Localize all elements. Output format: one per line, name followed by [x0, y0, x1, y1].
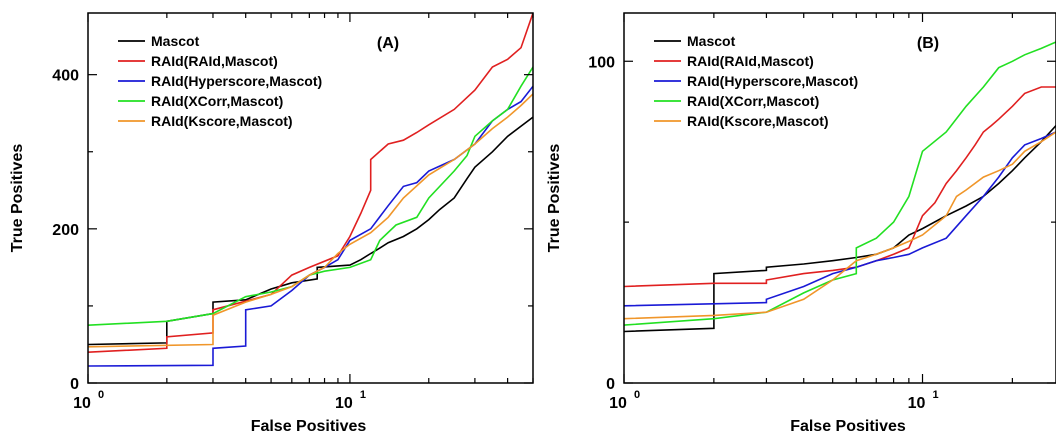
legend-label: Mascot [151, 33, 200, 49]
series-group [88, 13, 533, 367]
y-tick-label: 100 [588, 54, 615, 71]
series-line-raid-raid-mascot [624, 86, 1056, 288]
x-tick-exponent: 1 [360, 389, 366, 401]
x-tick-exponent: 1 [933, 389, 939, 401]
x-axis-title: False Positives [251, 418, 367, 435]
x-tick-exponent: 0 [634, 389, 640, 401]
legend-label: RAId(XCorr,Mascot) [151, 93, 283, 109]
y-tick-label: 0 [606, 376, 615, 393]
legend-label: RAId(Kscore,Mascot) [151, 113, 293, 129]
y-axis-title: True Positives [546, 144, 563, 253]
legend-label: RAId(Kscore,Mascot) [687, 113, 829, 129]
legend-label: RAId(Hyperscore,Mascot) [687, 73, 858, 89]
series-line-mascot [88, 116, 533, 346]
plot-frame [87, 12, 534, 384]
legend-label: Mascot [687, 33, 736, 49]
series-line-raid-hyperscore-mascot [88, 85, 533, 367]
series-group [624, 41, 1056, 333]
legend-label: RAId(Hyperscore,Mascot) [151, 73, 322, 89]
series-line-mascot [624, 125, 1056, 333]
x-tick-label: 10 [908, 395, 926, 412]
x-axis-title: False Positives [790, 418, 906, 435]
legend: Mascot RAId(RAId,Mascot) RAId(Hyperscore,M… [654, 33, 858, 129]
series-line-raid-kscore-mascot [88, 93, 533, 348]
series-line-raid-hyperscore-mascot [624, 131, 1056, 307]
x-tick-label: 10 [73, 395, 91, 412]
panel-label: (B) [917, 35, 939, 52]
y-axis-title: True Positives [9, 144, 26, 253]
x-tick-exponent: 0 [98, 389, 104, 401]
series-line-raid-xcorr-mascot [624, 41, 1056, 326]
y-tick-label: 0 [70, 376, 79, 393]
plot-frame [623, 12, 1056, 384]
legend: Mascot RAId(RAId,Mascot) RAId(Hyperscore,M… [118, 33, 322, 129]
legend-label: RAId(XCorr,Mascot) [687, 93, 819, 109]
series-line-raid-kscore-mascot [624, 131, 1056, 320]
y-tick-label: 200 [52, 222, 79, 239]
x-tick-label: 10 [609, 395, 627, 412]
panel-label: (A) [377, 35, 399, 52]
legend-label: RAId(RAId,Mascot) [151, 53, 278, 69]
series-line-raid-xcorr-mascot [88, 66, 533, 326]
legend-label: RAId(RAId,Mascot) [687, 53, 814, 69]
x-tick-label: 10 [335, 395, 353, 412]
y-tick-label: 400 [52, 68, 79, 85]
